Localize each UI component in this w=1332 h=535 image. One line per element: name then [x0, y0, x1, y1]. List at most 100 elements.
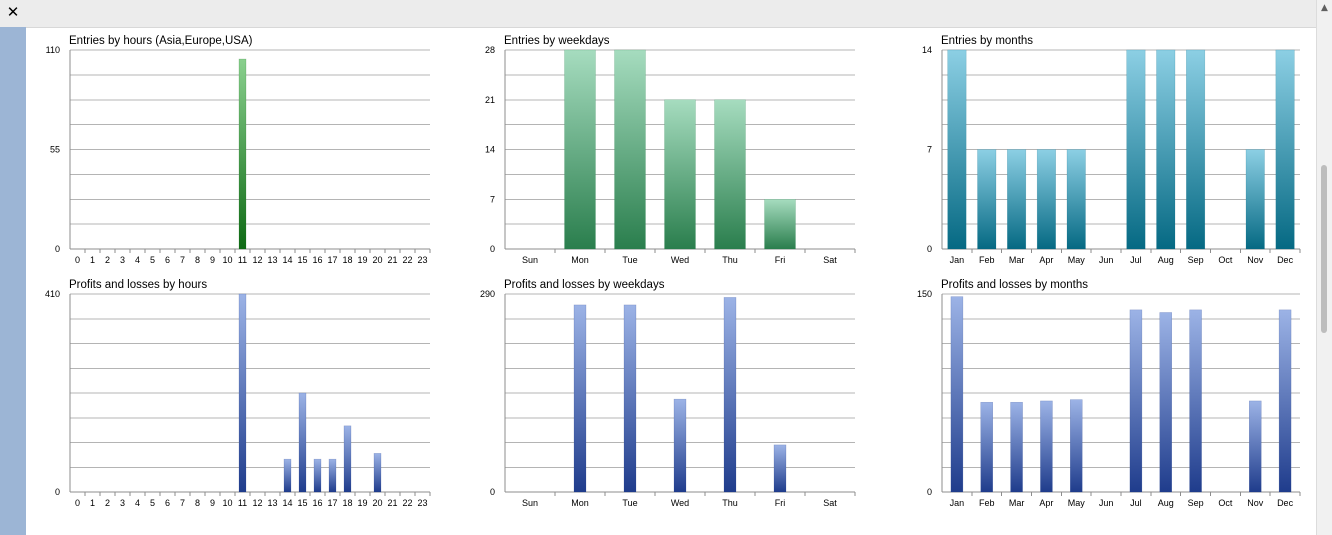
x-tick-label: 18	[342, 498, 352, 508]
bar	[373, 453, 382, 493]
x-tick-label: 5	[150, 255, 155, 265]
x-tick-label: Mar	[1009, 255, 1025, 265]
x-tick-label: 11	[238, 498, 247, 508]
x-tick-label: Aug	[1158, 498, 1174, 508]
bar	[980, 401, 993, 493]
x-tick-label: Jun	[1099, 255, 1114, 265]
x-tick-label: 12	[252, 498, 262, 508]
x-tick-label: 15	[297, 255, 307, 265]
x-tick-label: 23	[417, 255, 427, 265]
x-tick-label: 13	[267, 498, 277, 508]
y-tick-label: 7	[490, 194, 495, 204]
chart-title: Profits and losses by weekdays	[504, 279, 665, 291]
y-tick-label: 0	[490, 487, 495, 497]
x-tick-label: May	[1068, 255, 1086, 265]
x-tick-label: Jul	[1130, 255, 1142, 265]
x-tick-label: Sep	[1188, 255, 1204, 265]
x-tick-label: 22	[402, 498, 412, 508]
y-tick-label: 14	[922, 45, 932, 55]
x-tick-label: 16	[312, 498, 322, 508]
chart-panel: Profits and losses by weekdays 0 290 Sun Mon…	[480, 279, 856, 508]
x-tick-label: 1	[90, 255, 95, 265]
x-tick-label: 13	[267, 255, 277, 265]
toolbar: ✕	[0, 0, 1316, 28]
bar	[1010, 401, 1023, 493]
x-tick-label: 11	[238, 255, 247, 265]
y-tick-label: 290	[480, 289, 495, 299]
x-tick-label: 9	[210, 498, 215, 508]
y-tick-label: 21	[485, 95, 495, 105]
x-tick-label: 3	[120, 255, 125, 265]
bar	[573, 304, 587, 493]
x-tick-label: Wed	[671, 255, 689, 265]
x-tick-label: 7	[180, 498, 185, 508]
bar	[1278, 309, 1292, 493]
x-tick-label: 10	[222, 255, 232, 265]
bar	[1126, 49, 1146, 250]
chart-panel: Entries by weekdays 0 7 14 21 28 Sun Mon Tue Wed T…	[485, 35, 856, 265]
bar	[1040, 400, 1053, 493]
x-tick-label: Dec	[1277, 498, 1294, 508]
bar	[1007, 149, 1027, 250]
x-tick-label: 16	[312, 255, 322, 265]
x-tick-label: Oct	[1218, 255, 1233, 265]
x-tick-label: Tue	[622, 498, 637, 508]
x-tick-label: 4	[135, 255, 140, 265]
y-tick-label: 150	[917, 289, 932, 299]
x-tick-label: 9	[210, 255, 215, 265]
x-tick-label: Jan	[950, 255, 965, 265]
y-tick-label: 410	[45, 289, 60, 299]
bar	[328, 458, 337, 493]
x-tick-label: 14	[282, 498, 292, 508]
bar	[714, 99, 746, 250]
y-tick-label: 14	[485, 145, 495, 155]
bar	[313, 458, 322, 493]
close-icon[interactable]: ✕	[6, 3, 20, 21]
scroll-thumb[interactable]	[1321, 165, 1327, 333]
x-tick-label: 3	[120, 498, 125, 508]
x-tick-label: Mar	[1009, 498, 1025, 508]
x-tick-label: Sat	[823, 498, 837, 508]
x-tick-label: Sat	[823, 255, 837, 265]
x-tick-label: 2	[105, 255, 110, 265]
bar	[1070, 399, 1083, 493]
x-tick-label: 6	[165, 255, 170, 265]
y-tick-label: 0	[55, 487, 60, 497]
scroll-up-icon[interactable]: ▲	[1321, 3, 1328, 13]
bar	[1066, 149, 1086, 250]
x-tick-label: 23	[417, 498, 427, 508]
x-tick-label: Wed	[671, 498, 689, 508]
x-tick-label: 22	[402, 255, 412, 265]
x-tick-label: 20	[372, 498, 382, 508]
x-tick-label: 17	[327, 498, 337, 508]
x-tick-label: Apr	[1039, 498, 1053, 508]
x-tick-label: Aug	[1158, 255, 1174, 265]
bar	[298, 392, 307, 493]
x-tick-label: Thu	[722, 255, 738, 265]
vertical-scrollbar[interactable]: ▲	[1316, 0, 1332, 535]
x-tick-label: 12	[252, 255, 262, 265]
x-tick-label: Apr	[1039, 255, 1053, 265]
bar	[764, 199, 796, 250]
bar	[564, 49, 596, 250]
x-tick-label: Oct	[1218, 498, 1233, 508]
x-tick-label: Feb	[979, 255, 995, 265]
x-tick-label: Jul	[1130, 498, 1142, 508]
x-tick-label: Sun	[522, 255, 538, 265]
bar	[1156, 49, 1176, 250]
bar	[623, 304, 637, 493]
x-tick-label: 14	[282, 255, 292, 265]
x-tick-label: 20	[372, 255, 382, 265]
x-tick-label: 5	[150, 498, 155, 508]
bar	[773, 444, 787, 493]
x-tick-label: Jun	[1099, 498, 1114, 508]
x-tick-label: Sun	[522, 498, 538, 508]
x-tick-label: 7	[180, 255, 185, 265]
chart-title: Entries by months	[941, 35, 1033, 47]
chart-title: Entries by weekdays	[504, 35, 610, 47]
x-tick-label: May	[1068, 498, 1086, 508]
x-tick-label: Nov	[1247, 498, 1264, 508]
bar	[1129, 309, 1143, 493]
bar	[343, 425, 352, 493]
